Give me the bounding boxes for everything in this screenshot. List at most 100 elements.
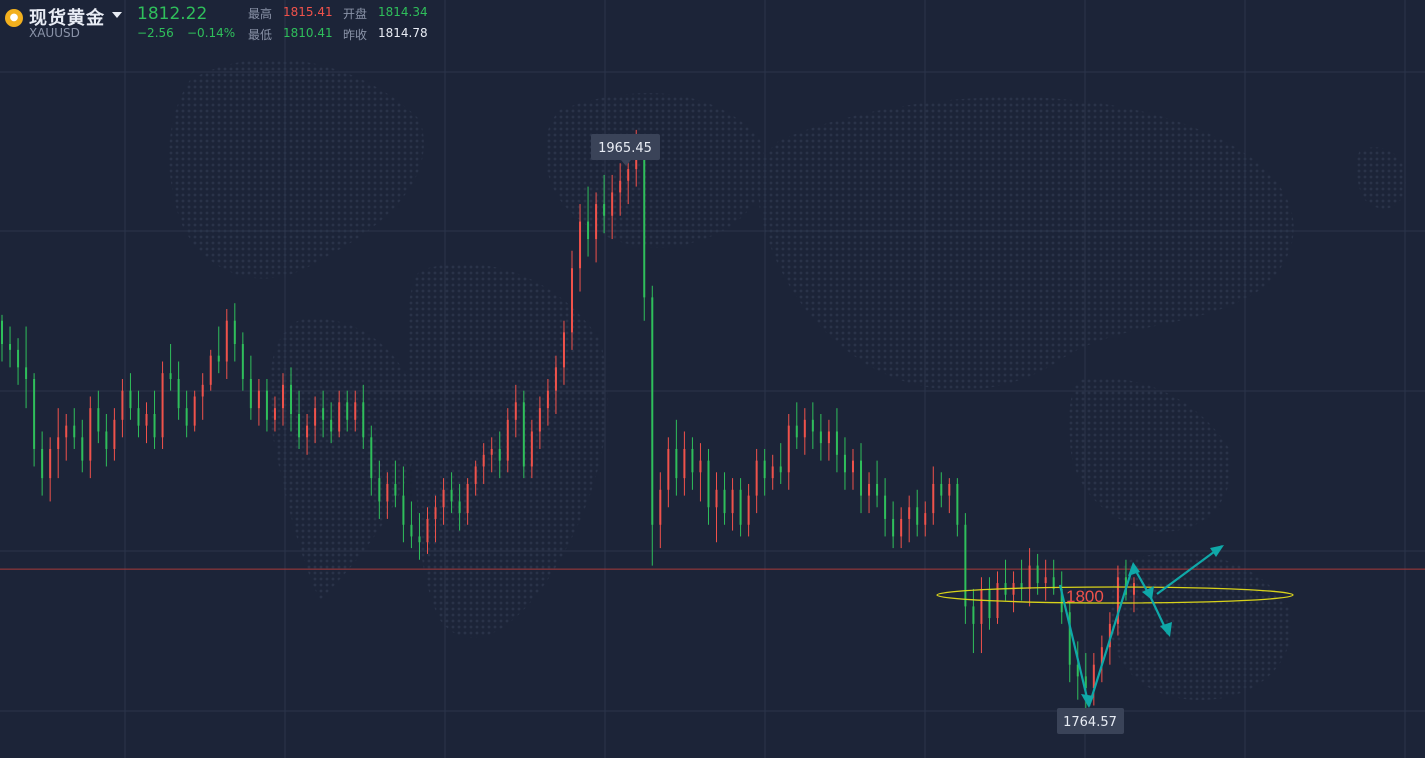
level-label: 1800 [1066,587,1104,606]
candle-body [1100,647,1103,665]
prev-close-label: 昨收 [343,28,368,42]
candle-body [1108,623,1111,648]
candle-body [418,536,421,543]
candle-body [434,507,437,519]
high-value: 1815.41 [283,5,333,19]
candle-body [498,448,501,461]
candle-body [747,495,750,525]
arrow-up-stroke [1087,565,1135,707]
candle-body [771,466,774,479]
candle-body [474,466,477,484]
candle-body [290,384,293,414]
candle-body [330,419,333,432]
candle-body [265,390,268,420]
candle-body [298,413,301,438]
candle-body [1076,664,1079,677]
candle-body [306,425,309,438]
candle-body [651,297,654,525]
arrowhead-pullback [1142,586,1154,600]
gold-coin-icon: ● [5,9,23,27]
candle-body [241,344,244,379]
candle-body [683,448,686,479]
candle-body [129,390,132,409]
candle-body [755,460,758,496]
candle-body [723,489,726,514]
open-value: 1814.34 [378,5,428,19]
candle-body [554,367,557,391]
candle-body [1044,577,1047,584]
candle-body [169,373,172,379]
candle-body [739,489,742,525]
caret-down-icon[interactable] [112,12,122,18]
candle-body [811,419,814,432]
candle-body [105,431,108,449]
candle-body [851,460,854,473]
candle-body [779,466,782,473]
candle-body [17,349,20,368]
open-label: 开盘 [343,7,368,21]
candle-body [1084,676,1087,689]
candle-body [691,448,694,473]
candle-body [619,180,622,193]
candle-body [980,588,983,624]
price-change-percent: −0.14% [187,26,236,40]
candle-body [65,425,68,438]
candle-body [225,320,228,362]
candle-body [1068,612,1071,665]
candle-body [338,402,341,432]
arrowhead-low [1081,694,1094,708]
arrowhead-rally [1210,545,1224,557]
price-change: −2.56 [137,26,174,40]
candle-body [827,431,830,444]
candle-body [611,192,614,216]
candle-body [137,408,140,426]
instrument-header: ● 现货黄金 XAUUSD 1812.22 −2.56 −0.14% 最高 18… [0,0,470,44]
candle-body [579,221,582,269]
candle-body [787,425,790,473]
candle-body [9,344,12,350]
candle-body [410,524,413,537]
low-marker: 1764.57 [1057,708,1124,734]
candle-body [514,402,517,420]
candle-body [562,332,565,368]
candle-body [378,478,381,502]
world-map-background [169,59,1406,700]
candle-body [522,402,525,467]
candle-body [988,588,991,619]
high-marker: 1965.45 [591,134,660,166]
candle-body [731,489,734,514]
candle-body [892,518,895,537]
candle-body [908,507,911,519]
candle-body [185,408,188,426]
candle-body [876,483,879,496]
candle-body [257,390,260,409]
candle-body [964,524,967,607]
candle-body [1,320,3,345]
candle-body [659,489,662,525]
candle-body [161,373,164,438]
candle-body [940,483,943,496]
instrument-name[interactable]: 现货黄金 [29,8,105,29]
candle-body [402,495,405,525]
candle-body [571,268,573,333]
candle-body [707,460,710,508]
candle-body [530,431,533,467]
candle-body [81,437,84,461]
candle-body [442,489,445,508]
candle-body [1052,577,1055,589]
candle-body [835,431,838,455]
arrow-rally-stroke [1156,545,1223,595]
arrowhead-high [1128,562,1140,576]
candle-body [201,384,204,397]
candle-body [73,425,76,438]
candle-body [715,489,718,508]
candle-body [506,419,509,461]
last-price: 1812.22 [137,4,208,24]
candle-body [675,448,678,479]
candle-body [426,518,429,543]
candle-body [603,204,606,216]
low-value: 1810.41 [283,26,333,40]
candle-body [900,518,903,537]
